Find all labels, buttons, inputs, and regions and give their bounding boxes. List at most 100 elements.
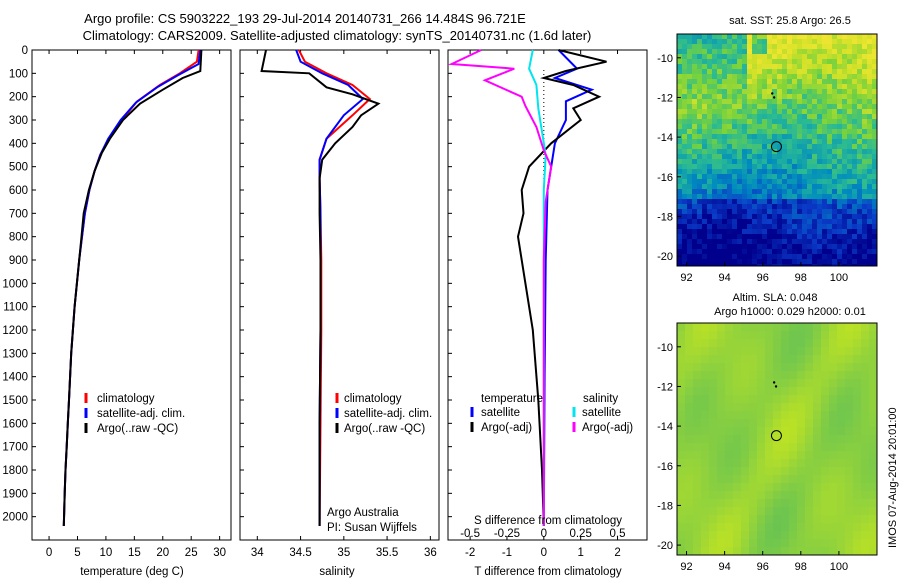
sst-heatmap: [677, 34, 877, 266]
map-cell: [852, 164, 857, 169]
map-cell: [797, 499, 805, 507]
map-cell: [757, 339, 765, 347]
map-cell: [762, 114, 767, 119]
map-cell: [717, 483, 725, 491]
map-cell: [767, 34, 772, 39]
map-cell: [812, 74, 817, 79]
map-cell: [757, 64, 762, 69]
map-cell: [781, 331, 789, 339]
map-cell: [697, 234, 702, 239]
map-cell: [717, 229, 722, 234]
map-cell: [742, 219, 747, 224]
map-cell: [805, 459, 813, 467]
map-cell: [807, 159, 812, 164]
map-cell: [852, 64, 857, 69]
map-cell: [857, 189, 862, 194]
map-cell: [857, 209, 862, 214]
map-cell: [845, 395, 853, 403]
temperature-x-axis: 0 5 10 15 20 25 30: [46, 50, 226, 559]
map-y-tick-label: -10: [657, 342, 673, 354]
map-cell: [782, 64, 787, 69]
map-cell: [853, 323, 861, 331]
map-cell: [773, 539, 781, 547]
map-cell: [762, 49, 767, 54]
map-cell: [807, 129, 812, 134]
map-cell: [707, 214, 712, 219]
map-cell: [717, 443, 725, 451]
map-cell: [682, 74, 687, 79]
map-cell: [682, 199, 687, 204]
map-cell: [709, 371, 717, 379]
map-cell: [842, 244, 847, 249]
map-cell: [807, 99, 812, 104]
map-cell: [822, 119, 827, 124]
map-cell: [837, 254, 842, 259]
map-cell: [861, 339, 869, 347]
map-cell: [812, 239, 817, 244]
map-cell: [701, 323, 709, 331]
map-cell: [692, 214, 697, 219]
map-cell: [707, 59, 712, 64]
map-cell: [805, 499, 813, 507]
map-cell: [872, 149, 877, 154]
map-cell: [757, 194, 762, 199]
map-cell: [762, 229, 767, 234]
map-cell: [693, 443, 701, 451]
map-cell: [765, 339, 773, 347]
map-cell: [712, 79, 717, 84]
map-x-tick-label: 100: [830, 272, 848, 284]
map-cell: [762, 159, 767, 164]
map-cell: [747, 104, 752, 109]
map-cell: [842, 184, 847, 189]
map-cell: [722, 119, 727, 124]
map-cell: [847, 184, 852, 189]
map-cell: [762, 224, 767, 229]
header-title-line2: Climatology: CARS2009. Satellite-adjuste…: [83, 28, 592, 43]
map-cell: [832, 249, 837, 254]
map-cell: [697, 239, 702, 244]
map-cell: [722, 84, 727, 89]
map-cell: [812, 39, 817, 44]
map-cell: [697, 54, 702, 59]
map-cell: [762, 39, 767, 44]
map-cell: [692, 244, 697, 249]
map-cell: [762, 254, 767, 259]
map-cell: [832, 174, 837, 179]
map-cell: [677, 149, 682, 154]
map-cell: [802, 129, 807, 134]
map-cell: [692, 84, 697, 89]
series-salinity-argo-adj: [447, 49, 553, 526]
map-cell: [792, 99, 797, 104]
map-cell: [741, 523, 749, 531]
map-cell: [693, 539, 701, 547]
map-cell: [692, 89, 697, 94]
map-cell: [685, 451, 693, 459]
map-cell: [805, 539, 813, 547]
map-cell: [789, 371, 797, 379]
map-cell: [777, 249, 782, 254]
legend-label-sal-argo: Argo(-adj): [582, 422, 633, 434]
map-cell: [862, 124, 867, 129]
map-cell: [872, 64, 877, 69]
map-cell: [872, 99, 877, 104]
map-cell: [697, 139, 702, 144]
map-cell: [812, 264, 817, 266]
map-cell: [741, 331, 749, 339]
map-cell: [805, 435, 813, 443]
map-cell: [812, 64, 817, 69]
map-cell: [869, 491, 877, 499]
map-cell: [757, 109, 762, 114]
map-cell: [717, 427, 725, 435]
series-temperature-argo-adj: [516, 49, 607, 527]
map-cell: [845, 427, 853, 435]
map-cell: [733, 531, 741, 539]
map-cell: [767, 214, 772, 219]
map-cell: [701, 419, 709, 427]
map-cell: [847, 79, 852, 84]
map-cell: [832, 219, 837, 224]
map-cell: [789, 363, 797, 371]
map-cell: [757, 379, 765, 387]
map-cell: [717, 184, 722, 189]
map-cell: [767, 79, 772, 84]
map-cell: [777, 69, 782, 74]
